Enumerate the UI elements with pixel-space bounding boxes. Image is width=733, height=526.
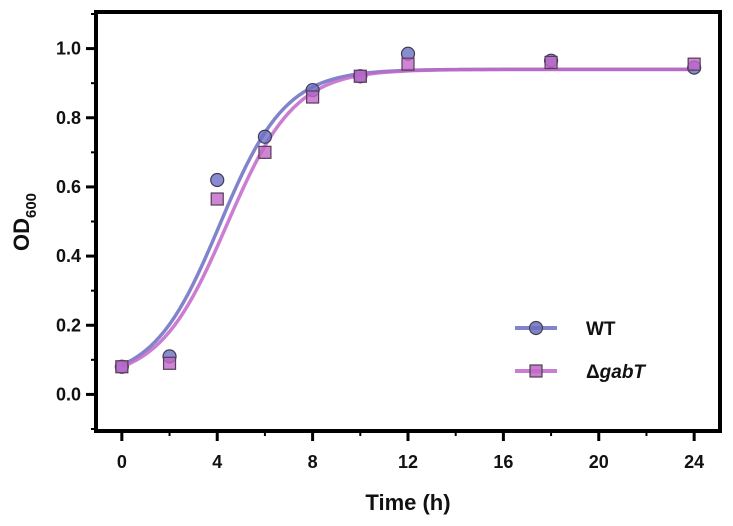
y-axis-title-main: OD <box>9 218 34 251</box>
legend-label-gabt-italic: gabT <box>599 362 647 383</box>
x-tick-label: 20 <box>589 452 609 472</box>
y-tick-label: 0.2 <box>56 315 81 335</box>
legend-marker-gabt <box>529 364 543 378</box>
data-point-square <box>353 69 367 83</box>
y-tick-label: 1.0 <box>56 39 81 59</box>
data-point-square <box>162 356 177 370</box>
data-point-square <box>544 55 558 70</box>
legend: WT ΔgabT <box>515 319 646 383</box>
x-axis-title: Time (h) <box>365 490 450 515</box>
x-tick-label: 12 <box>398 452 418 472</box>
x-tick-label: 4 <box>212 452 222 472</box>
y-tick-label: 0.0 <box>56 384 81 404</box>
legend-marker-wt <box>528 320 544 336</box>
y-axis-title-subscript: 600 <box>23 193 40 218</box>
data-point-square <box>401 57 415 71</box>
x-tick-label: 16 <box>493 452 513 472</box>
y-tick-label: 0.6 <box>56 177 81 197</box>
legend-item-gabt: ΔgabT <box>515 362 646 383</box>
data-point-square <box>115 360 129 374</box>
x-tick-label: 24 <box>684 452 704 472</box>
data-point-circle <box>257 129 273 144</box>
y-axis-title: OD600 <box>9 193 40 251</box>
y-tick-label: 0.4 <box>56 246 81 266</box>
legend-label-wt: WT <box>586 319 616 340</box>
data-point-square <box>210 192 224 206</box>
legend-label-gabt: ΔgabT <box>586 362 646 383</box>
x-tick-label: 0 <box>117 452 127 472</box>
data-point-square <box>306 90 320 104</box>
data-point-square <box>687 57 701 71</box>
x-tick-label: 8 <box>308 452 318 472</box>
axis-ticks: 0 4 8 12 16 20 24 0.0 0.2 0.4 0.6 0.8 1.0 <box>56 13 704 472</box>
legend-item-wt: WT <box>515 319 616 340</box>
y-tick-label: 0.8 <box>56 108 81 128</box>
legend-label-gabt-prefix: Δ <box>586 362 600 383</box>
data-point-circle <box>210 172 225 188</box>
data-points <box>114 46 702 374</box>
fit-curve-1 <box>121 67 695 369</box>
data-point-square <box>258 145 272 159</box>
